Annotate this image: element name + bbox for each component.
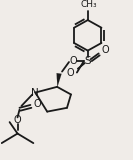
Text: O: O	[102, 45, 109, 55]
Text: O: O	[69, 56, 77, 66]
Text: O: O	[66, 68, 74, 79]
Text: CH₃: CH₃	[80, 0, 97, 9]
Polygon shape	[57, 73, 62, 87]
Text: N: N	[31, 88, 39, 98]
Text: S: S	[84, 56, 91, 66]
Text: O: O	[34, 99, 41, 109]
Text: O: O	[14, 115, 21, 125]
